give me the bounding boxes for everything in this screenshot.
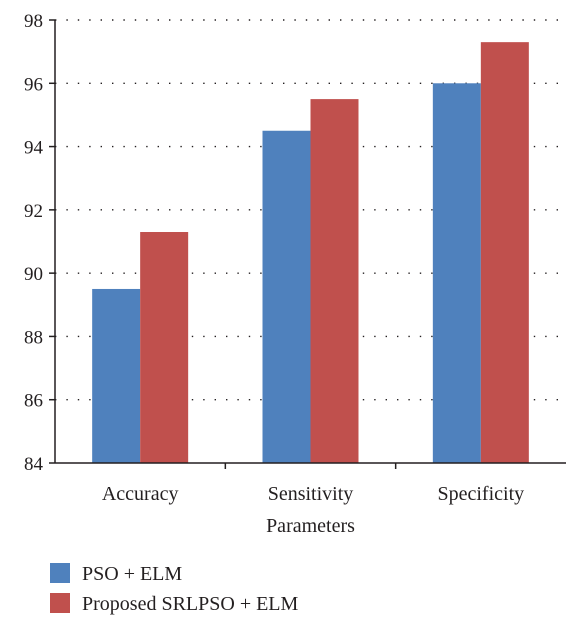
legend-label: PSO + ELM	[82, 563, 182, 585]
legend-label: Proposed SRLPSO + ELM	[82, 593, 299, 615]
legend-swatch	[50, 593, 70, 613]
bar-srlpso-elm-accuracy	[140, 232, 189, 463]
legend: PSO + ELM Proposed SRLPSO + ELM	[50, 563, 299, 615]
bar-pso-elm-accuracy	[92, 288, 141, 463]
x-axis-title: Parameters	[266, 515, 355, 537]
axes	[54, 20, 566, 464]
legend-swatch	[50, 563, 70, 583]
bar-srlpso-elm-specificity	[480, 42, 529, 464]
y-axis-ticks: 84 86 88 90 92 94 96 98	[24, 11, 55, 475]
bar-pso-elm-specificity	[432, 83, 481, 464]
y-tick-label: 92	[24, 201, 43, 222]
bar-srlpso-elm-sensitivity	[310, 99, 359, 463]
y-tick-label: 98	[24, 11, 43, 32]
x-category-label: Specificity	[438, 483, 525, 505]
bar-pso-elm-sensitivity	[262, 130, 311, 463]
y-tick-label: 86	[24, 391, 43, 412]
bars	[92, 42, 529, 464]
y-tick-label: 94	[24, 138, 44, 159]
y-tick-label: 88	[24, 327, 43, 348]
x-category-label: Accuracy	[102, 483, 179, 505]
y-tick-label: 84	[24, 454, 44, 475]
x-category-label: Sensitivity	[268, 483, 354, 505]
y-tick-label: 96	[24, 74, 43, 95]
y-tick-label: 90	[24, 264, 43, 285]
x-axis-categories: Accuracy Sensitivity Specificity	[102, 463, 524, 505]
